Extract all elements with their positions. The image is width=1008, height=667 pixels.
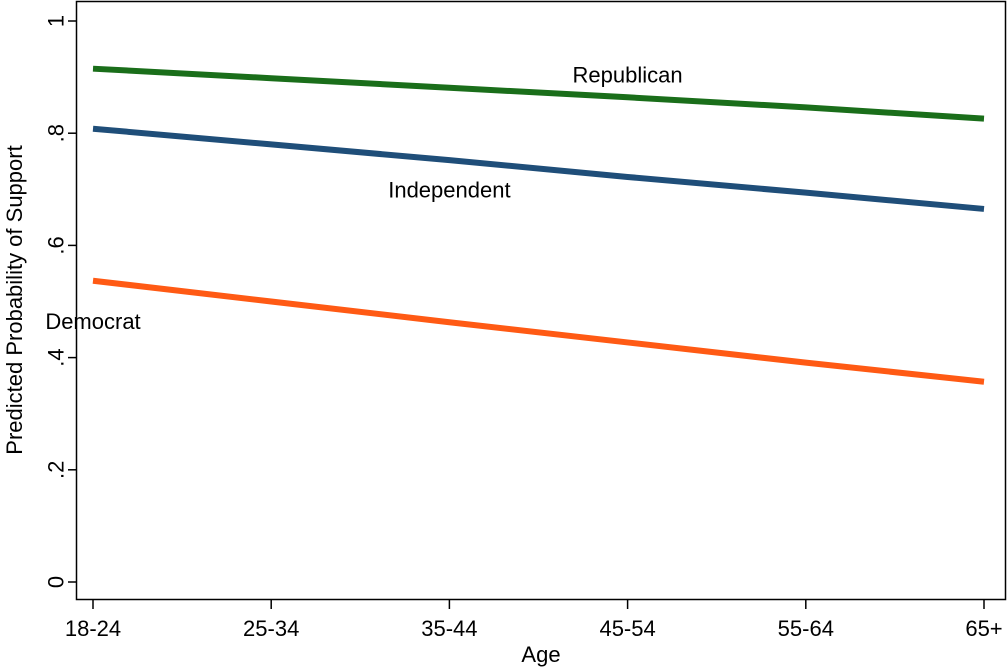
series-line-republican [92,65,985,122]
y-tick-label: 1 [44,15,69,27]
plot-area [75,0,1007,601]
x-tick-label: 55-64 [778,616,834,641]
x-axis-title: Age [521,642,560,667]
y-axis: 0 .2 .4 .6 .8 1 [44,15,76,588]
series-line-democrat [92,277,985,385]
series-line-independent [92,125,985,212]
series-lines [92,65,985,385]
y-tick-label: .4 [44,348,69,366]
series-label-democrat: Democrat [45,309,140,334]
y-tick-label: .2 [44,461,69,479]
series-labels: Republican Independent Democrat [45,62,682,334]
y-tick-label: 0 [44,576,69,588]
y-tick-label: .8 [44,124,69,142]
x-axis: 18-24 25-34 35-44 45-54 55-64 65+ [65,600,1003,641]
series-label-independent: Independent [388,177,510,202]
y-tick-label: .6 [44,236,69,254]
x-tick-label: 25-34 [243,616,299,641]
x-tick-label: 18-24 [65,616,121,641]
x-tick-label: 45-54 [599,616,655,641]
series-label-republican: Republican [573,62,683,87]
y-axis-title: Predicted Probability of Support [2,145,27,454]
x-tick-label: 65+ [965,616,1002,641]
x-tick-label: 35-44 [421,616,477,641]
